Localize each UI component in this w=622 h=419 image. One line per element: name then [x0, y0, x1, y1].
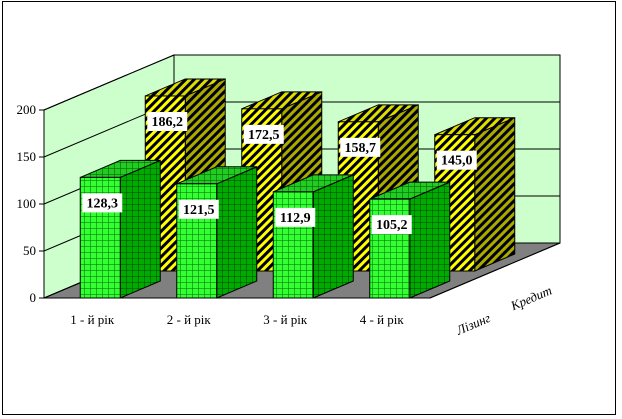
bar-side	[312, 174, 354, 299]
bar-lizyng-2	[176, 166, 258, 299]
bar-side	[119, 159, 161, 299]
data-label-bg	[371, 215, 412, 235]
data-label: 112,9	[275, 207, 316, 227]
data-label-bg	[178, 199, 219, 219]
data-label-text: 186,2	[152, 115, 184, 130]
data-label-text: 121,5	[183, 203, 215, 218]
data-label-text: 145,0	[441, 154, 473, 169]
data-label-text: 105,2	[376, 218, 408, 233]
bar-side	[409, 181, 451, 299]
data-label-bg	[243, 124, 284, 144]
data-label: 158,7	[340, 137, 381, 157]
y-tick-label: 200	[17, 102, 37, 117]
bar-lizyng-4	[369, 181, 451, 299]
data-label: 172,5	[243, 124, 284, 144]
bar-lizyng-3	[272, 174, 354, 299]
data-label: 128,3	[82, 193, 123, 213]
x-tick-label: 3 - й рік	[263, 312, 308, 327]
bar-front	[272, 191, 314, 299]
series-axis-label: Кредит	[508, 283, 554, 314]
data-label-bg	[436, 150, 477, 170]
data-label: 145,0	[436, 150, 477, 170]
bar-lizyng-1	[79, 159, 161, 299]
data-label-bg	[340, 137, 381, 157]
gridline	[43, 54, 560, 111]
data-label-bg	[147, 111, 188, 131]
x-tick-label: 2 - й рік	[167, 312, 212, 327]
x-tick-label: 1 - й рік	[70, 312, 115, 327]
bar-side	[216, 166, 258, 299]
data-label-text: 172,5	[248, 128, 280, 143]
data-label-text: 158,7	[345, 141, 377, 156]
bar-front	[369, 198, 411, 299]
y-tick-label: 100	[17, 196, 37, 211]
data-label-bg	[82, 193, 123, 213]
y-tick-label: 50	[23, 243, 36, 258]
data-label-bg	[275, 207, 316, 227]
bar-side	[474, 116, 516, 272]
data-label-text: 128,3	[87, 196, 119, 211]
data-label-text: 112,9	[280, 211, 311, 226]
data-label: 121,5	[178, 199, 219, 219]
z-axis-line	[429, 242, 561, 299]
series-axis-label: Лізинг	[453, 310, 492, 338]
x-tick-label: 4 - й рік	[360, 312, 405, 327]
data-label: 186,2	[147, 111, 188, 131]
data-label: 105,2	[371, 215, 412, 235]
label-group: 186,2 172,5 158,7 145,0 128,3 121,5 112,9 105,2	[82, 111, 477, 235]
y-tick-label: 0	[30, 290, 37, 305]
y-tick-label: 150	[17, 149, 37, 164]
